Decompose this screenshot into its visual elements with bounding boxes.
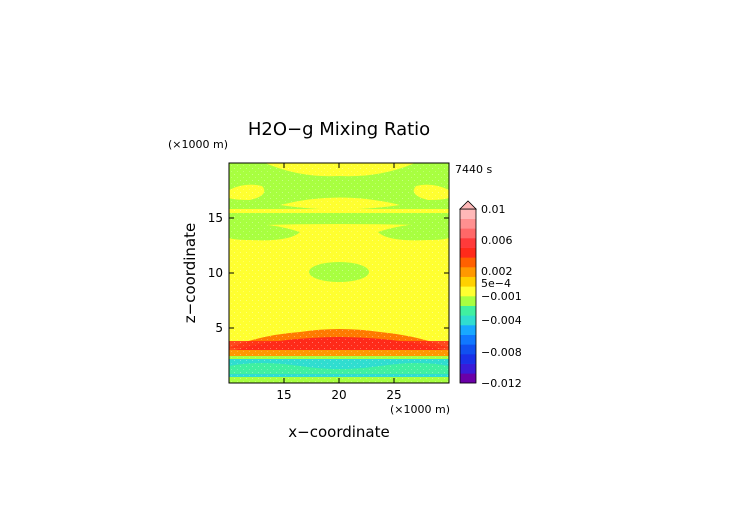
colorbar-swatch xyxy=(460,247,476,258)
colorbar-tick-label: 0.01 xyxy=(481,203,506,216)
colorbar-swatch xyxy=(460,218,476,229)
colorbar-swatch xyxy=(460,296,476,306)
colorbar-tick-label: −0.012 xyxy=(481,377,522,390)
colorbar-swatch xyxy=(460,305,476,316)
colorbar-tick-label: 5e−4 xyxy=(481,277,511,290)
chart-title: H2O−g Mixing Ratio xyxy=(248,119,430,140)
colorbar-swatch xyxy=(460,257,476,268)
plot-area xyxy=(229,163,449,383)
field-speckle-overlay xyxy=(229,163,449,383)
colorbar-tick-label: 0.002 xyxy=(481,265,513,278)
y-tick-label: 10 xyxy=(208,266,223,280)
x-tick-label: 15 xyxy=(276,388,291,402)
colorbar-tick-label: −0.001 xyxy=(481,290,522,303)
colorbar-swatch xyxy=(460,315,476,326)
colorbar-swatch xyxy=(460,373,476,384)
y-unit-label: (×1000 m) xyxy=(168,138,228,151)
time-label: 7440 s xyxy=(455,163,492,176)
colorbar-swatch xyxy=(460,267,476,277)
colorbar-swatch xyxy=(460,325,476,335)
colorbar-swatch xyxy=(460,209,476,219)
x-tick-label: 20 xyxy=(331,388,346,402)
y-axis-label: z−coordinate xyxy=(181,223,199,323)
colorbar-extend-triangle xyxy=(459,200,477,210)
x-axis: 15 20 25 xyxy=(276,163,402,402)
x-unit-label: (×1000 m) xyxy=(390,403,450,416)
colorbar-swatch xyxy=(460,228,476,239)
colorbar-tick-label: −0.004 xyxy=(481,314,522,327)
x-tick-label: 25 xyxy=(386,388,401,402)
y-tick-label: 5 xyxy=(215,321,223,335)
x-axis-label: x−coordinate xyxy=(288,423,389,441)
colorbar-swatch xyxy=(460,238,476,248)
colorbar-swatch xyxy=(460,286,476,297)
colorbar-swatch xyxy=(460,363,476,374)
colorbar-tick-label: −0.008 xyxy=(481,346,522,359)
y-axis: 5 10 15 xyxy=(208,211,449,335)
y-tick-label: 15 xyxy=(208,211,223,225)
colorbar-swatch xyxy=(460,276,476,287)
colorbar-swatch xyxy=(460,354,476,364)
colorbar-swatch xyxy=(460,334,476,345)
colorbar-tick-label: 0.006 xyxy=(481,234,513,247)
colorbar-swatch xyxy=(460,344,476,355)
